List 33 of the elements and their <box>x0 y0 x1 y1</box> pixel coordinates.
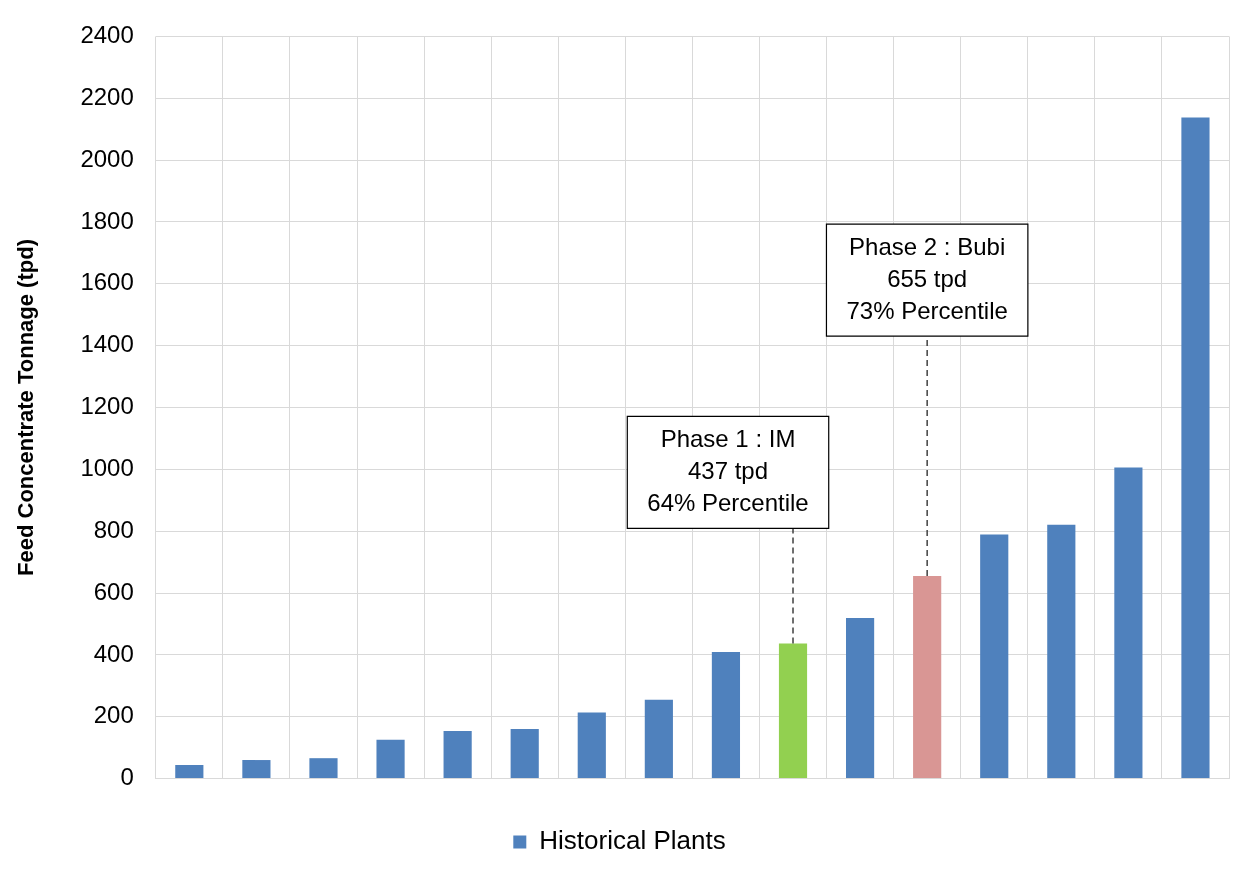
bar <box>510 729 539 779</box>
y-tick-label: 800 <box>93 515 134 543</box>
bar <box>846 618 875 779</box>
bar <box>376 739 405 779</box>
bar <box>443 730 472 779</box>
y-tick-label: 400 <box>93 639 134 667</box>
y-tick-label: 1600 <box>80 268 134 296</box>
annotation: Phase 1 : IM 437 tpd 64% Percentile <box>647 425 809 517</box>
y-tick-label: 2000 <box>80 144 134 172</box>
y-tick-label: 1400 <box>80 330 134 358</box>
bar <box>577 712 606 779</box>
y-tick-label: 200 <box>93 701 134 729</box>
bar <box>175 764 204 779</box>
bar <box>711 652 741 779</box>
bar <box>980 534 1009 779</box>
y-tick-label: 2200 <box>80 82 134 110</box>
y-axis-title: Feed Concentrate Tonnage (tpd) <box>13 239 39 576</box>
bar <box>1114 467 1143 779</box>
bar <box>1047 524 1076 779</box>
bar <box>644 699 673 779</box>
legend-label: Historical Plants <box>539 825 726 856</box>
bar <box>242 760 271 779</box>
y-tick-label: 1000 <box>80 453 134 481</box>
bar <box>913 576 942 779</box>
bar <box>778 643 808 779</box>
y-tick-label: 0 <box>120 763 134 791</box>
annotation: Phase 2 : Bubi 655 tpd 73% Percentile <box>846 232 1008 324</box>
bar <box>309 758 338 779</box>
y-tick-label: 600 <box>93 577 134 605</box>
y-tick-label: 1800 <box>80 206 134 234</box>
y-tick-label: 2400 <box>80 21 134 49</box>
y-tick-label: 1200 <box>80 392 134 420</box>
bar <box>1181 117 1210 779</box>
